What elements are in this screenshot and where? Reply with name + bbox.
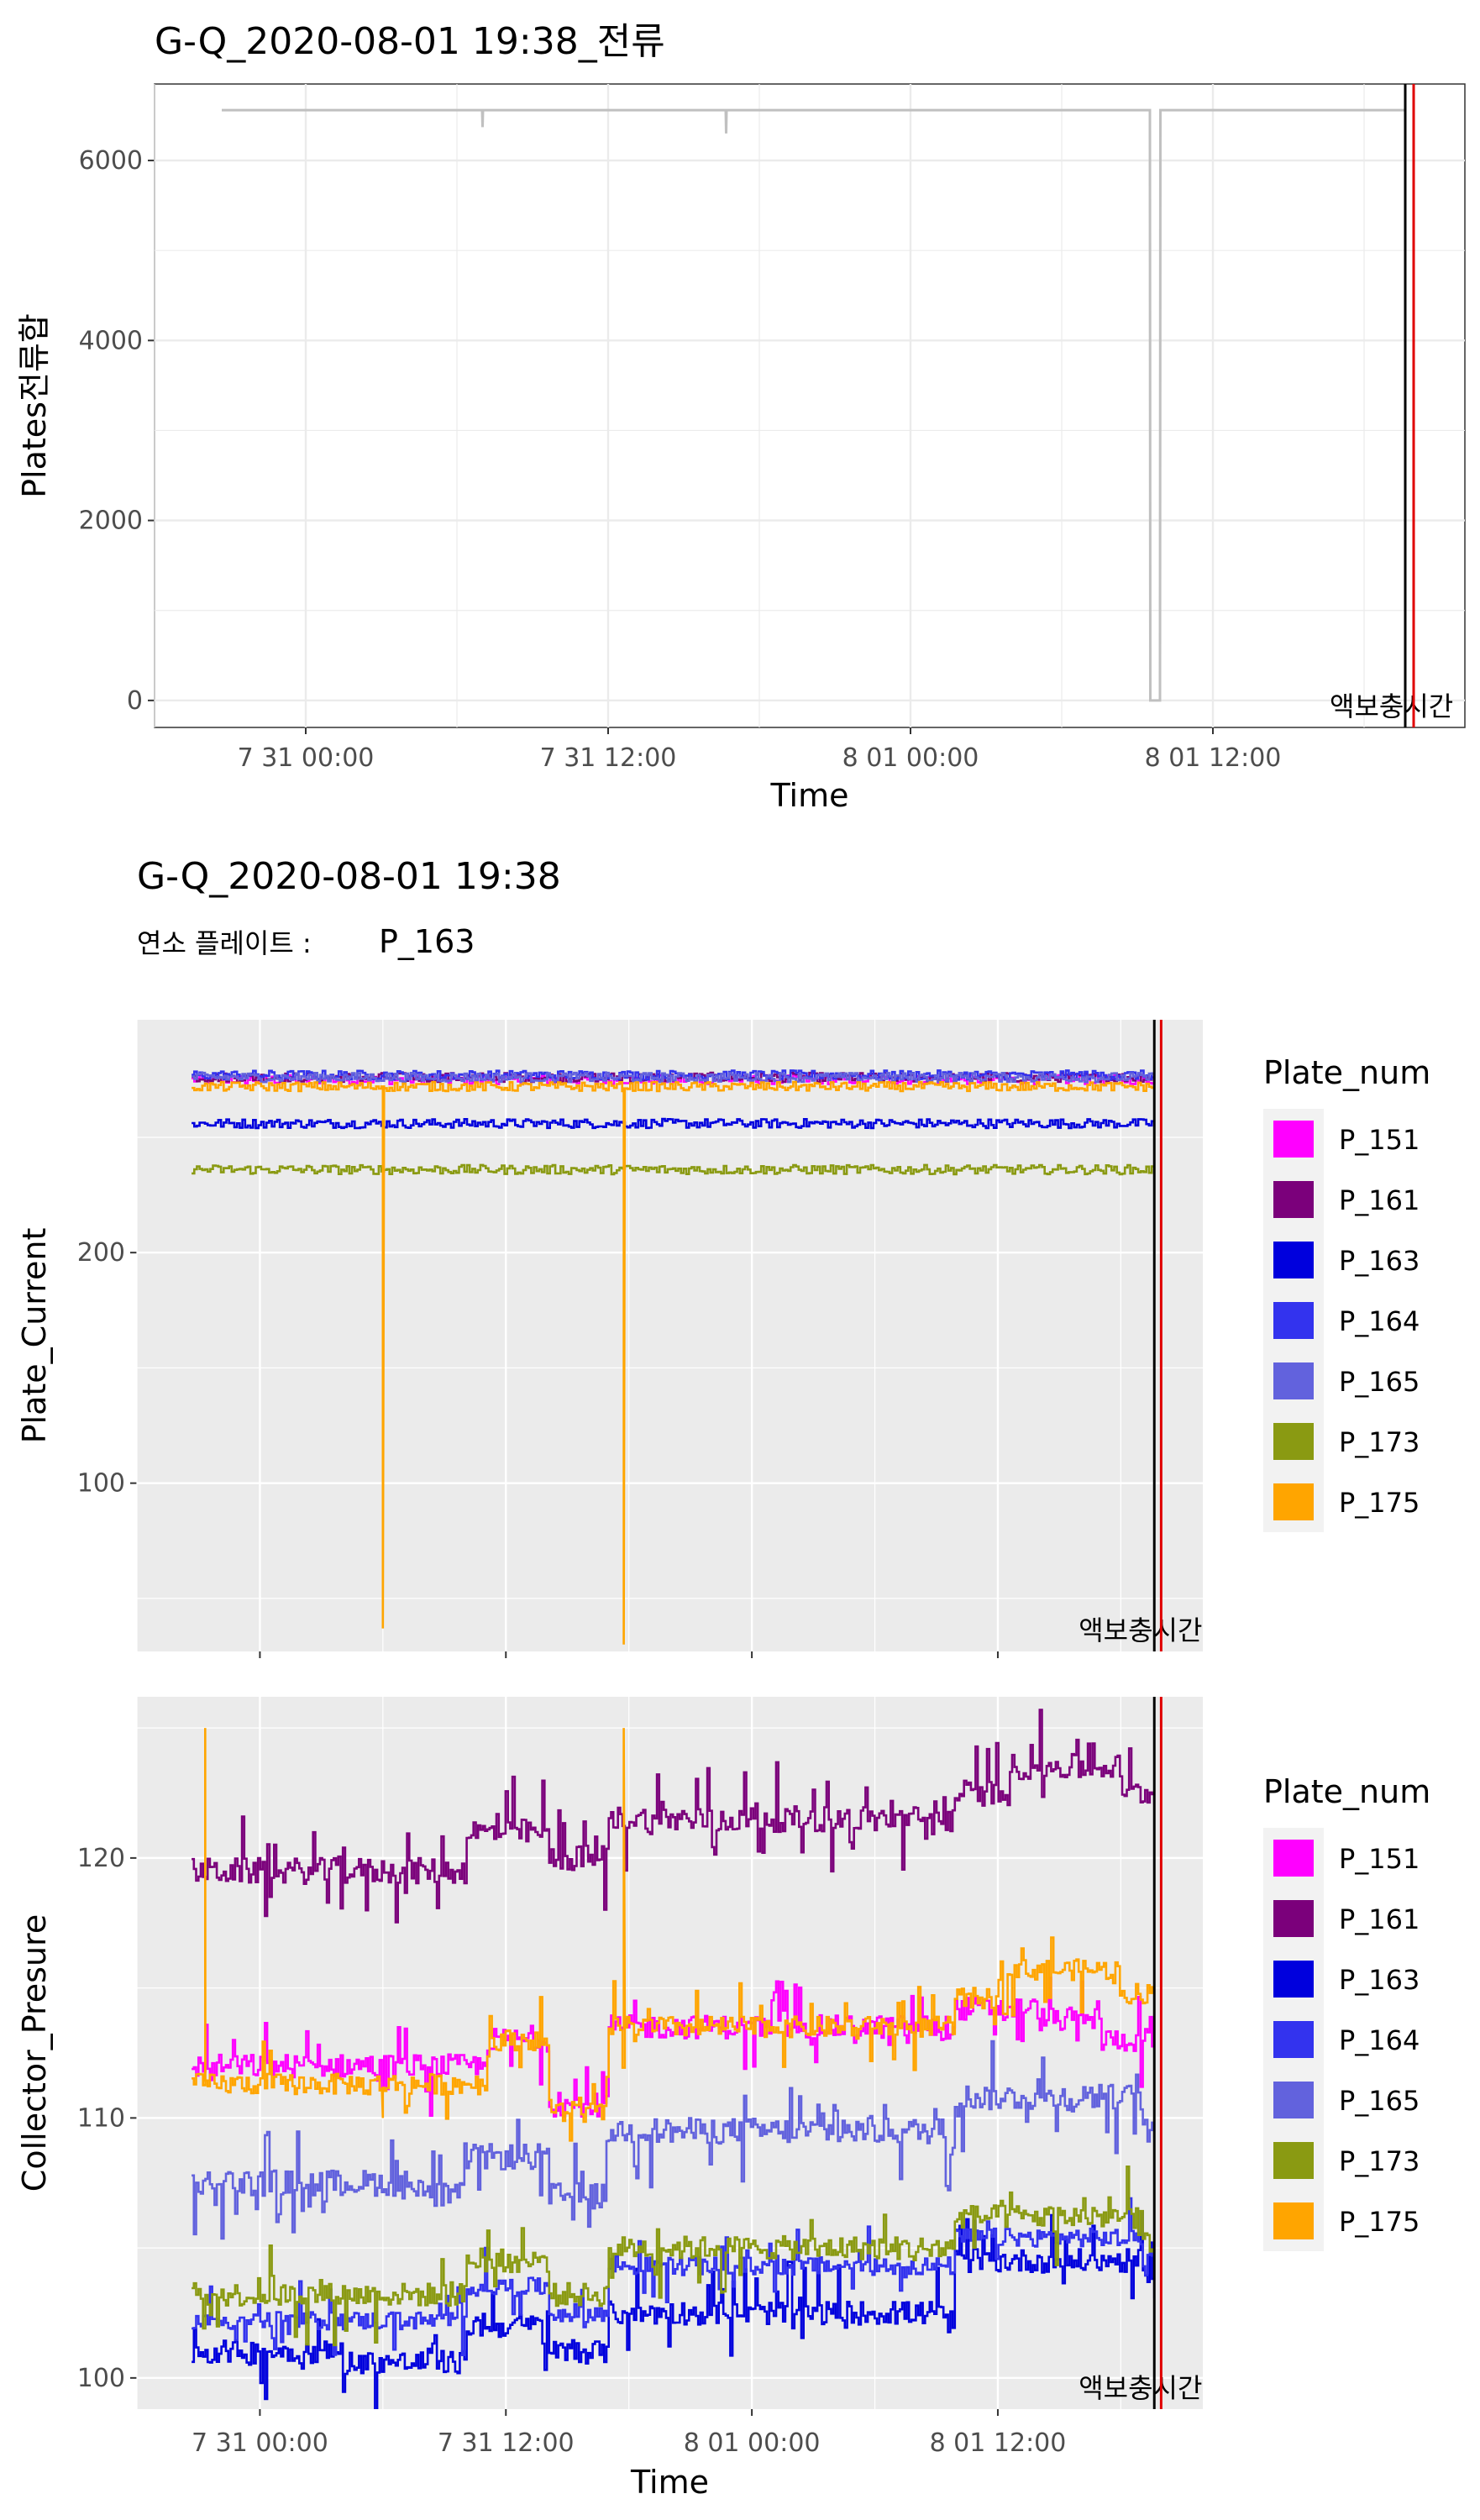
- legend-label: P_173: [1339, 2145, 1420, 2177]
- series-line-total: [222, 108, 1405, 702]
- chart-3: 100 110 120 7 31 00:00 7 31 12:00 8 01 00:00 8…: [16, 1697, 1430, 2501]
- x-tick-label: 7 31 00:00: [192, 2428, 328, 2458]
- legend-swatch-P_173: [1273, 2142, 1314, 2179]
- legend-label: P_161: [1339, 1184, 1420, 1216]
- refill-annotation: 액보충시간: [1079, 1614, 1202, 1646]
- y-tick-label: 110: [77, 2103, 125, 2133]
- legend-label: P_165: [1339, 1366, 1420, 1398]
- y-tick-label: 0: [127, 686, 143, 716]
- legend-swatch-P_151: [1273, 1840, 1314, 1877]
- y-tick-label: 2000: [79, 507, 143, 536]
- series-line-P_173: [192, 1163, 1156, 1176]
- legend-swatch-P_173: [1273, 1423, 1314, 1460]
- chart-2: 100 200 액보충시간 G-Q_2020-08-01 19:38 연소 플레이트 :…: [16, 855, 1430, 1658]
- legend-label: P_165: [1339, 2085, 1420, 2117]
- y-tick-label: 100: [77, 2364, 125, 2393]
- series-line-P_165: [192, 2040, 1156, 2240]
- legend-swatch-P_164: [1273, 1302, 1314, 1339]
- legend-swatch-P_175: [1273, 2202, 1314, 2239]
- y-tick-label: 4000: [79, 326, 143, 355]
- legend-swatch-P_164: [1273, 2021, 1314, 2058]
- legend-label: P_173: [1339, 1426, 1420, 1458]
- series-line-P_173: [192, 2166, 1156, 2347]
- x-tick-label: 7 31 00:00: [238, 743, 375, 773]
- legend-swatch-P_161: [1273, 1181, 1314, 1218]
- panel-background: [154, 83, 1466, 728]
- panel-background: [137, 1020, 1203, 1651]
- legend-swatch-P_163: [1273, 1961, 1314, 1998]
- series-line-P_164: [192, 2197, 1156, 2356]
- subtitle-value: P_163: [379, 923, 475, 960]
- legend-label: P_161: [1339, 1903, 1420, 1935]
- legend-label: P_151: [1339, 1843, 1420, 1875]
- y-tick-label: 120: [77, 1844, 125, 1873]
- legend-swatch-P_163: [1273, 1242, 1314, 1278]
- x-axis-label: Time: [630, 2464, 709, 2501]
- series-line-P_165: [192, 1071, 1156, 1084]
- y-axis-label: Collector_Presure: [16, 1914, 53, 2192]
- legend-label: P_164: [1339, 2024, 1420, 2056]
- x-tick-label: 8 01 00:00: [684, 2428, 821, 2458]
- series-line-P_175: [192, 1080, 1156, 1645]
- x-tick-label: 8 01 12:00: [930, 2428, 1067, 2458]
- refill-annotation: 액보충시간: [1330, 690, 1453, 722]
- series-group: 액보충시간: [222, 108, 1453, 722]
- legend-label: P_175: [1339, 2206, 1420, 2238]
- series-line-P_161: [192, 1709, 1156, 1924]
- subtitle-label: 연소 플레이트 :: [137, 927, 312, 959]
- chart-1: 0 2000 4000 6000 7 31 00:00 7 31 12:00 8 01 00…: [16, 20, 1466, 814]
- y-axis-label: Plates전류합: [16, 313, 53, 498]
- x-tick-label: 7 31 12:00: [540, 743, 677, 773]
- series-line-P_175: [192, 1728, 1156, 2142]
- series-line-P_163: [192, 2210, 1156, 2409]
- legend-title: Plate_num: [1263, 1773, 1430, 1810]
- legend-swatch-P_165: [1273, 1362, 1314, 1399]
- legend-swatch-P_175: [1273, 1483, 1314, 1520]
- legend-swatch-P_161: [1273, 1900, 1314, 1937]
- legend-label: P_151: [1339, 1124, 1420, 1156]
- series-group: 액보충시간: [192, 1069, 1202, 1646]
- legend-label: P_163: [1339, 1245, 1420, 1277]
- legend-swatch-P_165: [1273, 2082, 1314, 2118]
- y-tick-label: 6000: [79, 146, 143, 176]
- series-line-P_163: [192, 1117, 1156, 1130]
- y-axis-label: Plate_Current: [16, 1228, 53, 1444]
- legend-label: P_163: [1339, 1964, 1420, 1996]
- refill-annotation: 액보충시간: [1079, 2372, 1202, 2404]
- x-tick-label: 8 01 12:00: [1145, 743, 1282, 773]
- series-group: 액보충시간: [192, 1709, 1202, 2409]
- y-tick-label: 100: [77, 1469, 125, 1499]
- x-tick-label: 8 01 00:00: [842, 743, 979, 773]
- x-tick-label: 7 31 12:00: [438, 2428, 575, 2458]
- x-axis-label: Time: [770, 777, 849, 814]
- legend-swatch-P_151: [1273, 1121, 1314, 1158]
- legend-label: P_175: [1339, 1487, 1420, 1519]
- legend-label: P_164: [1339, 1305, 1420, 1337]
- chart-title: G-Q_2020-08-01 19:38: [137, 855, 561, 898]
- chart-title: G-Q_2020-08-01 19:38_전류: [155, 20, 665, 63]
- y-tick-label: 200: [77, 1238, 125, 1268]
- legend-title: Plate_num: [1263, 1054, 1430, 1091]
